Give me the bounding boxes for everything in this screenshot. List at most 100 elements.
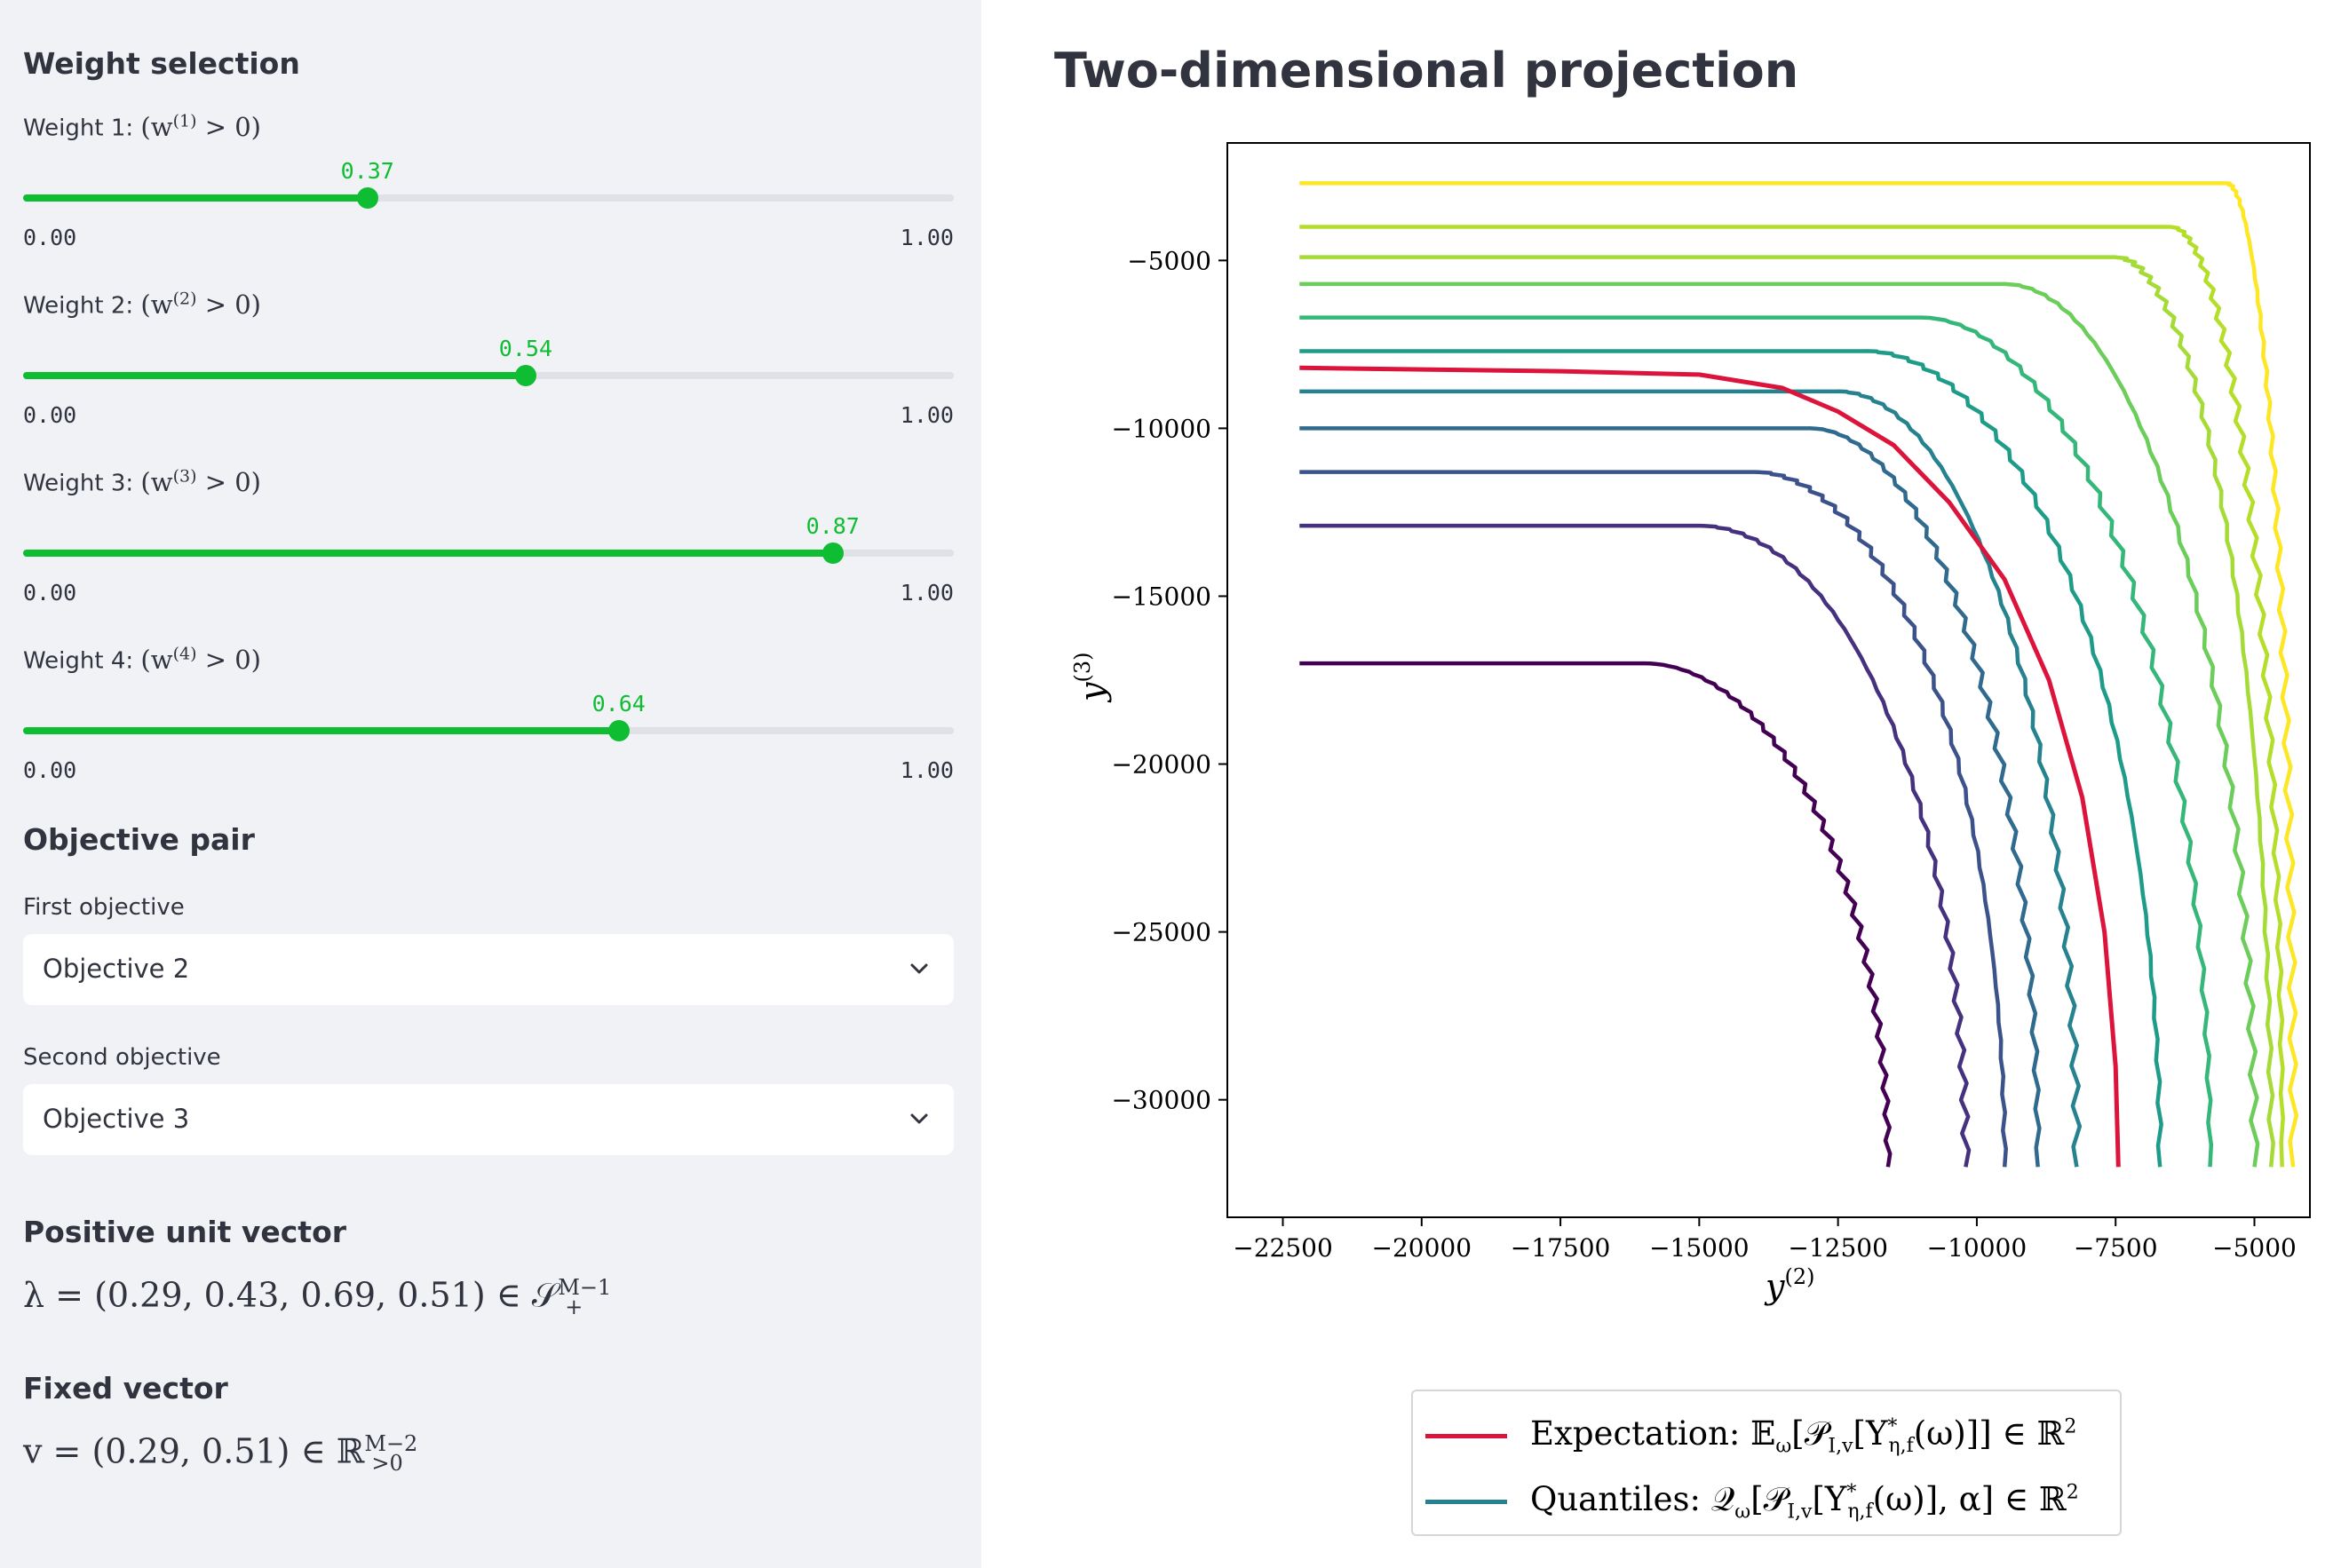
chart-legend: Expectation: 𝔼ω[𝒫I,v[Y*η,f(ω)]] ∈ ℝ2 Qua… — [1411, 1390, 2122, 1536]
slider-min-label: 0.00 — [23, 402, 77, 428]
slider-value: 0.64 — [591, 691, 646, 717]
slider-value: 0.37 — [340, 158, 394, 184]
weight-2-slider[interactable]: 0.54 0.00 1.00 — [23, 336, 954, 428]
slider-fill — [23, 372, 526, 379]
y-axis: −5000 −10000 −15000 −20000 −25000 −30000 — [1111, 246, 1227, 1115]
y-axis-label: y(3) — [1070, 653, 1112, 703]
legend-expectation-formula: [𝒫 — [1791, 1414, 1829, 1453]
legend-quantiles-text: Quantiles: 𝒬ω[𝒫I,v[Y*η,f(ω)], α] ∈ ℝ2 — [1530, 1480, 2079, 1524]
x-tick-label: −22500 — [1233, 1233, 1333, 1263]
quantile-curve — [1299, 389, 2083, 1168]
slider-max-label: 1.00 — [900, 225, 954, 250]
quantile-curve — [1299, 426, 2042, 1168]
quantile-curve — [1299, 225, 2285, 1168]
unit-vector-lhs: λ = (0.29, 0.43, 0.69, 0.51) ∈ 𝒮 — [23, 1275, 559, 1315]
quantile-curve — [1299, 523, 1972, 1168]
slider-thumb[interactable] — [607, 720, 630, 741]
second-objective-value: Objective 3 — [43, 1104, 190, 1134]
slider-thumb[interactable] — [821, 542, 844, 564]
legend-expectation-text: Expectation: 𝔼ω[𝒫I,v[Y*η,f(ω)]] ∈ ℝ2 — [1530, 1414, 2077, 1458]
x-tick-label: −15000 — [1649, 1233, 1750, 1263]
unit-vector-equation: λ = (0.29, 0.43, 0.69, 0.51) ∈ 𝒮M−1+ — [23, 1275, 611, 1320]
fixed-vector-equation: v = (0.29, 0.51) ∈ ℝM−2>0 — [23, 1431, 417, 1477]
weight-label-math: (w(2) > 0) — [140, 289, 261, 320]
slider-max-label: 1.00 — [900, 757, 954, 783]
x-tick-label: −7500 — [2074, 1233, 2158, 1263]
second-objective-select[interactable]: Objective 3 — [23, 1084, 954, 1155]
y-tick-label: −5000 — [1127, 246, 1211, 275]
y-tick-label: −10000 — [1111, 414, 1211, 443]
slider-min-label: 0.00 — [23, 225, 77, 250]
weight-label-math: (w(4) > 0) — [140, 644, 261, 675]
fixed-vector-sup: M−2 — [364, 1431, 418, 1456]
weight-selection-header: Weight selection — [23, 46, 300, 81]
weight-1-slider[interactable]: 0.37 0.00 1.00 — [23, 158, 954, 250]
slider-thumb[interactable] — [514, 365, 536, 386]
quantile-curve — [1299, 315, 2214, 1168]
weight-2-label: Weight 2: (w(2) > 0) — [23, 289, 261, 320]
weight-4-label: Weight 4: (w(4) > 0) — [23, 644, 261, 675]
unit-vector-sub: + — [565, 1295, 583, 1320]
projection-chart: −22500 −20000 −17500 −15000 −12500 −10000 −750… — [1070, 142, 2311, 1306]
quantile-curve — [1299, 181, 2299, 1168]
weight-3-slider[interactable]: 0.87 0.00 1.00 — [23, 513, 954, 606]
legend-quantiles-label: Quantiles: 𝒬 — [1530, 1480, 1735, 1518]
quantile-curve — [1299, 349, 2163, 1168]
slider-track[interactable] — [23, 194, 954, 202]
objective-pair-header: Objective pair — [23, 822, 255, 857]
chevron-down-icon — [910, 963, 928, 974]
positive-unit-vector-header: Positive unit vector — [23, 1215, 347, 1249]
legend-quantiles-formula: [𝒫 — [1750, 1480, 1788, 1518]
legend-quantiles-swatch — [1425, 1500, 1507, 1504]
slider-fill — [23, 727, 619, 734]
weight-3-label: Weight 3: (w(3) > 0) — [23, 466, 261, 497]
unit-vector-sup: M−1 — [558, 1275, 612, 1300]
weight-label-math: (w(1) > 0) — [140, 111, 261, 142]
sidebar: Weight selection Weight 1: (w(1) > 0) 0.3… — [0, 0, 981, 1568]
x-tick-label: −20000 — [1372, 1233, 1472, 1263]
slider-min-label: 0.00 — [23, 757, 77, 783]
main-panel: Two-dimensional projection −22500 −20000−… — [981, 0, 2341, 1568]
first-objective-select[interactable]: Objective 2 — [23, 934, 954, 1005]
y-tick-label: −20000 — [1111, 750, 1211, 780]
slider-value: 0.54 — [498, 336, 553, 361]
legend-expectation-label: Expectation: 𝔼 — [1530, 1414, 1776, 1453]
y-tick-label: −15000 — [1111, 582, 1211, 611]
slider-fill — [23, 194, 368, 202]
quantile-curve — [1299, 470, 2008, 1168]
weight-1-label: Weight 1: (w(1) > 0) — [23, 111, 261, 142]
curves-layer — [1299, 181, 2299, 1168]
fixed-vector-lhs: v = (0.29, 0.51) ∈ ℝ — [23, 1431, 365, 1471]
weight-4-slider[interactable]: 0.64 0.00 1.00 — [23, 691, 954, 783]
expectation-curve — [1299, 365, 2121, 1168]
slider-value: 0.87 — [805, 513, 860, 539]
slider-max-label: 1.00 — [900, 580, 954, 606]
slider-max-label: 1.00 — [900, 402, 954, 428]
x-axis-label: y(2) — [1764, 1264, 1814, 1306]
slider-min-label: 0.00 — [23, 580, 77, 606]
quantile-curve — [1299, 661, 1893, 1168]
x-tick-label: −17500 — [1511, 1233, 1611, 1263]
slider-fill — [23, 550, 833, 557]
weight-label-text: Weight 4: — [23, 647, 134, 675]
page-title: Two-dimensional projection — [1054, 43, 1799, 99]
fixed-vector-sub: >0 — [371, 1451, 403, 1477]
y-tick-label: −25000 — [1111, 918, 1211, 947]
quantile-curve — [1299, 281, 2260, 1168]
y-tick-label: −30000 — [1111, 1086, 1211, 1115]
slider-thumb[interactable] — [356, 187, 378, 209]
x-tick-label: −12500 — [1788, 1233, 1888, 1263]
x-axis: −22500 −20000 −17500 −15000 −12500 −10000 −750… — [1233, 1217, 2297, 1263]
weight-label-text: Weight 3: — [23, 470, 134, 497]
first-objective-value: Objective 2 — [43, 954, 190, 984]
first-objective-label: First objective — [23, 894, 185, 921]
quantile-curve — [1299, 255, 2275, 1168]
legend-expectation-swatch — [1425, 1434, 1507, 1438]
second-objective-label: Second objective — [23, 1044, 221, 1071]
x-tick-label: −10000 — [1927, 1233, 2028, 1263]
weight-label-text: Weight 1: — [23, 115, 134, 142]
weight-label-math: (w(3) > 0) — [140, 466, 261, 497]
chevron-down-icon — [910, 1113, 928, 1124]
plot-frame — [1226, 142, 2311, 1218]
fixed-vector-header: Fixed vector — [23, 1371, 228, 1406]
